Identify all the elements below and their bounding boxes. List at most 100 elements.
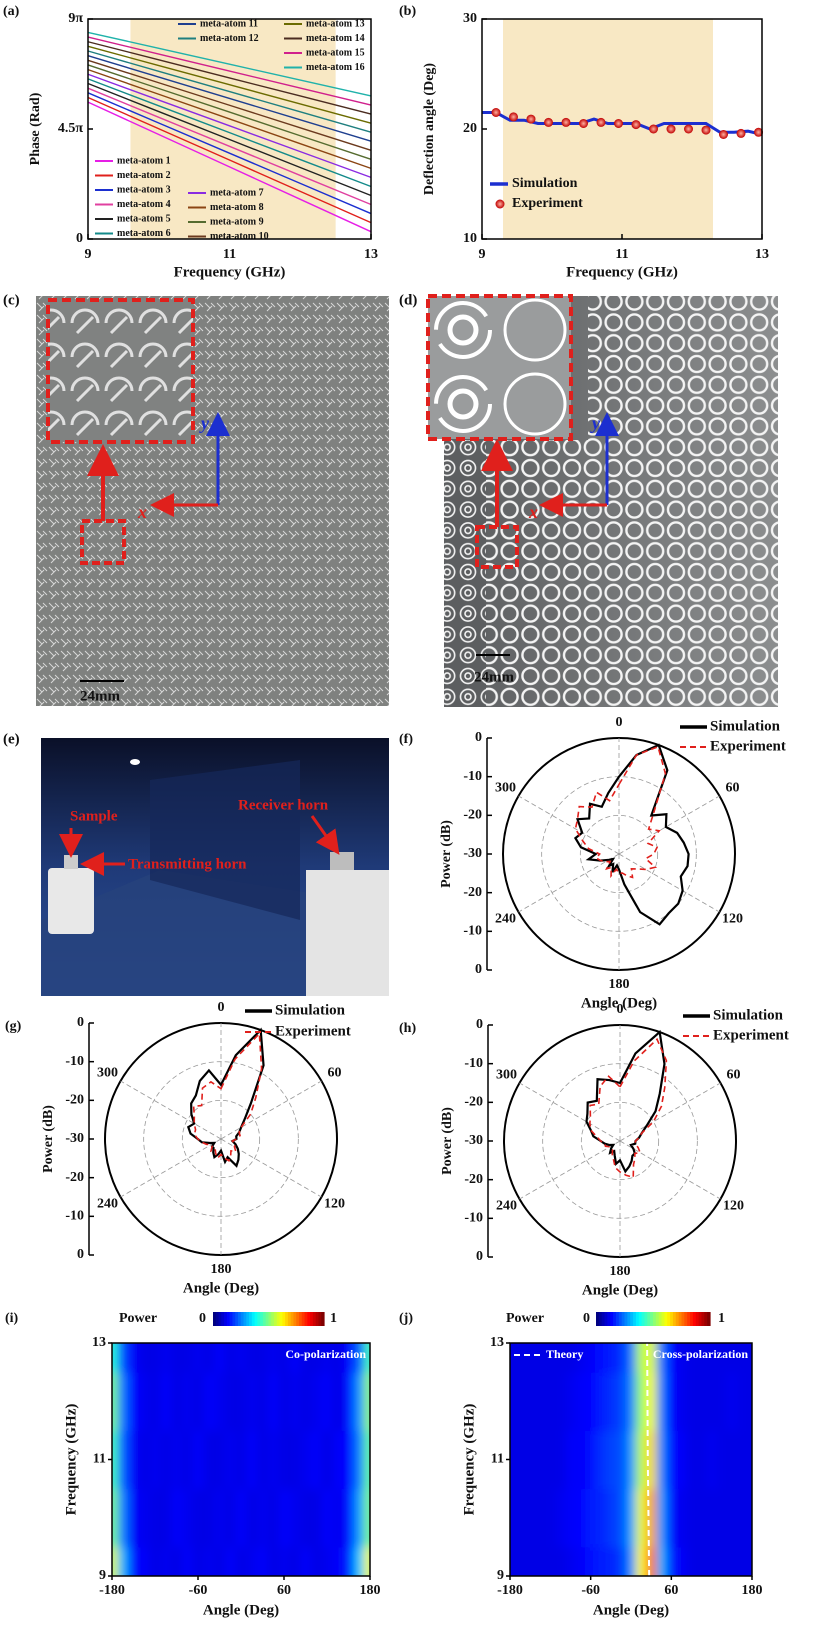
data-point — [614, 119, 623, 128]
x-tick-label: 60 — [664, 1583, 678, 1598]
legend-marker — [496, 200, 505, 209]
heatmap-cell — [343, 1372, 354, 1431]
heatmap-cell — [300, 1372, 311, 1431]
heatmap-cell — [289, 1372, 300, 1431]
panel-label: (d) — [399, 292, 417, 308]
colorbar-tick: 1 — [330, 1311, 337, 1326]
heatmap-cell — [535, 1489, 546, 1548]
x-axis-title: Angle (Deg) — [183, 1280, 259, 1296]
spoke — [620, 1141, 720, 1199]
heatmap-cell — [636, 1489, 647, 1548]
r-tick-label: -20 — [463, 885, 482, 900]
heatmap-cell — [576, 1430, 587, 1489]
heatmap-cell — [676, 1430, 687, 1489]
zoom-inset — [48, 300, 193, 442]
data-point — [632, 120, 641, 129]
y-axis-title: Phase (Rad) — [28, 92, 43, 165]
legend-label: meta-atom 1 — [117, 155, 171, 166]
heatmap-cell — [246, 1372, 257, 1431]
annotation: Cross-polarization — [653, 1347, 748, 1361]
y-tick-label: 13 — [490, 1335, 504, 1350]
heatmap-cell — [182, 1489, 193, 1548]
heatmap-cell — [289, 1430, 300, 1489]
heatmap-cell — [545, 1372, 556, 1431]
y-tick-label: 0 — [76, 231, 83, 246]
heatmap-cell — [171, 1372, 182, 1431]
legend-label: Experiment — [512, 196, 583, 211]
angle-label: 240 — [97, 1197, 118, 1212]
heatmap-cell — [576, 1489, 587, 1548]
heatmap-cell — [737, 1489, 748, 1548]
data-point — [719, 130, 728, 139]
heatmap-cell — [656, 1489, 667, 1548]
data-point — [492, 108, 501, 117]
y-tick-label: 11 — [93, 1452, 106, 1467]
panel-label: (a) — [3, 4, 20, 19]
heatmap-cell — [236, 1489, 247, 1548]
angle-label: 180 — [610, 1264, 631, 1279]
heatmap-cell — [236, 1372, 247, 1431]
legend-label: meta-atom 14 — [306, 33, 365, 44]
heatmap-cell — [257, 1372, 268, 1431]
angle-label: 240 — [495, 912, 516, 927]
x-tick-label: 9 — [479, 247, 486, 262]
legend-label: meta-atom 15 — [306, 47, 365, 58]
angle-label: 180 — [609, 977, 630, 992]
heatmap-cell — [697, 1489, 708, 1548]
r-tick-label: -30 — [464, 1133, 483, 1148]
x-tick-label: -60 — [189, 1583, 208, 1598]
heatmap-cell — [606, 1372, 617, 1431]
polar-curve — [590, 1039, 667, 1177]
r-tick-label: -10 — [464, 1056, 483, 1071]
legend-label: meta-atom 11 — [200, 18, 258, 29]
heatmap-cell — [586, 1430, 597, 1489]
panel-label: (b) — [399, 4, 416, 19]
x-tick-label: -60 — [581, 1583, 600, 1598]
r-tick-label: -30 — [65, 1131, 84, 1146]
legend-label: Simulation — [710, 718, 781, 734]
axis-label: y — [590, 413, 601, 433]
r-tick-label: 0 — [77, 1247, 84, 1262]
heatmap-cell — [656, 1372, 667, 1431]
heatmap-cell — [193, 1489, 204, 1548]
heatmap-cell — [300, 1489, 311, 1548]
angle-label: 60 — [327, 1066, 341, 1081]
heatmap-cell — [525, 1489, 536, 1548]
r-tick-label: -10 — [65, 1054, 84, 1069]
y-tick-label: 20 — [463, 121, 477, 136]
heatmap-cell — [515, 1489, 526, 1548]
y-tick-label: 9 — [99, 1568, 106, 1583]
polar-curve — [575, 745, 688, 924]
panel-label: (i) — [5, 1311, 19, 1326]
heatmap-cell — [656, 1430, 667, 1489]
heatmap-cell — [727, 1430, 738, 1489]
r-tick-label: 0 — [476, 1249, 483, 1264]
r-tick-label: -10 — [464, 1211, 483, 1226]
colorbar-title: Power — [119, 1311, 157, 1326]
legend-label: Simulation — [275, 1002, 346, 1018]
legend-label: meta-atom 10 — [210, 231, 269, 242]
heatmap-cell — [182, 1430, 193, 1489]
sample — [64, 855, 78, 869]
heatmap-cell — [606, 1489, 617, 1548]
heatmap-cell — [697, 1430, 708, 1489]
legend-label: meta-atom 16 — [306, 62, 365, 73]
data-point — [527, 115, 536, 124]
x-tick-label: 60 — [277, 1583, 291, 1598]
r-tick-label: 0 — [475, 962, 482, 977]
legend-label: Experiment — [713, 1027, 789, 1043]
r-tick-label: -10 — [65, 1209, 84, 1224]
x-tick-label: -180 — [99, 1583, 125, 1598]
heatmap-cell — [676, 1372, 687, 1431]
heatmap-cell — [626, 1372, 637, 1431]
panel-label: (c) — [3, 292, 20, 308]
heatmap-cell — [128, 1489, 139, 1548]
heatmap-cell — [555, 1489, 566, 1548]
heatmap-cell — [717, 1430, 728, 1489]
heatmap-cell — [717, 1489, 728, 1548]
legend-label: meta-atom 5 — [117, 213, 171, 224]
photo-d: y x 24mm (d) — [399, 292, 778, 707]
heatmap-cell — [515, 1372, 526, 1431]
r-tick-label: -10 — [463, 769, 482, 784]
heatmap-cell — [128, 1430, 139, 1489]
